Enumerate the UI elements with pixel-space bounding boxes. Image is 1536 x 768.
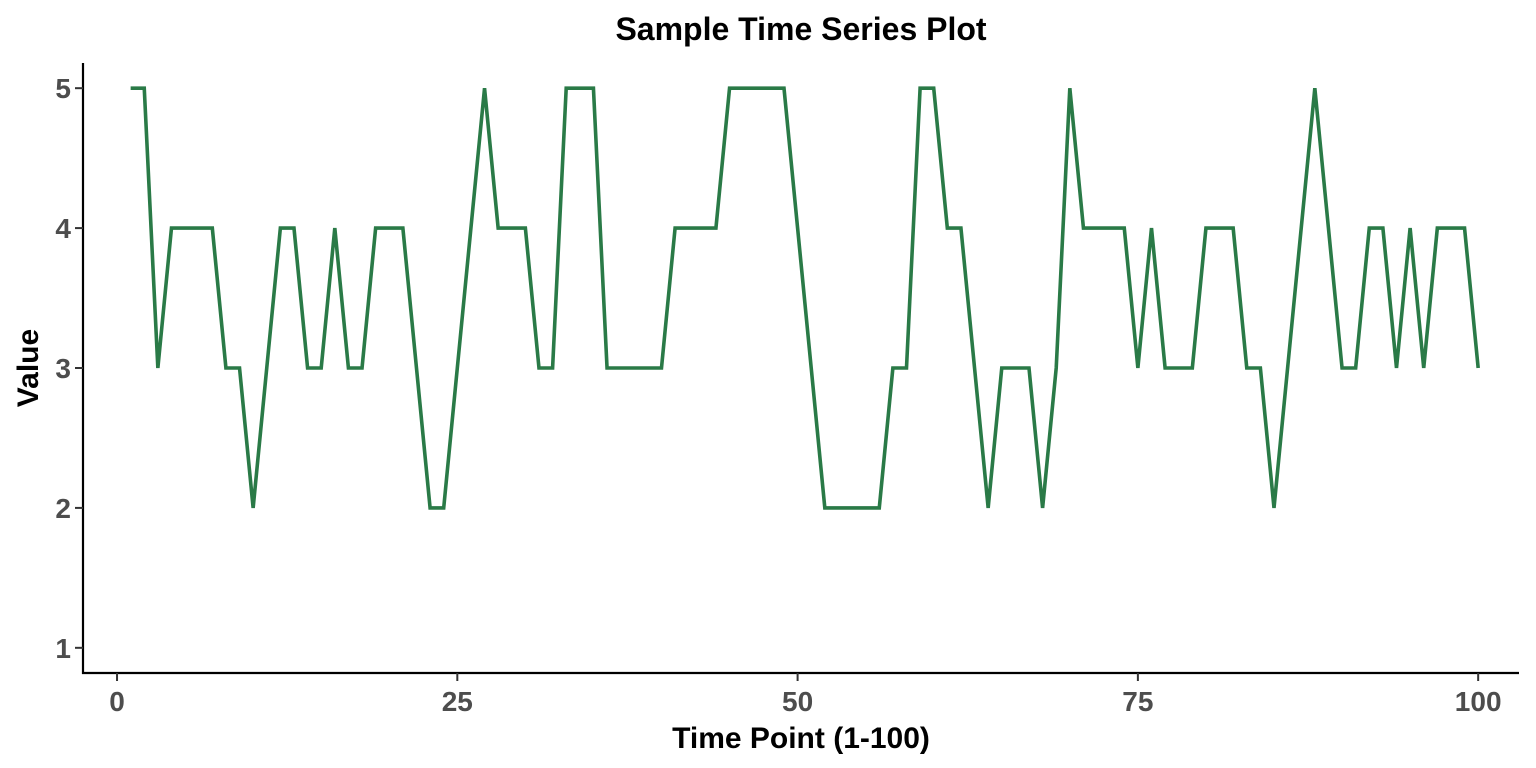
y-axis-label: Value — [12, 329, 45, 407]
chart-title: Sample Time Series Plot — [615, 11, 986, 47]
axes — [81, 63, 1519, 675]
series-line — [130, 86, 1480, 510]
x-tick-label: 75 — [1122, 686, 1153, 717]
y-tick-label: 4 — [55, 213, 71, 244]
ticks: 0 25 50 75 100 1 2 3 4 5 — [55, 73, 1501, 717]
y-tick-label: 2 — [55, 493, 71, 524]
x-tick-label: 50 — [782, 686, 813, 717]
y-tick-label: 5 — [55, 73, 71, 104]
x-tick-label: 25 — [442, 686, 473, 717]
series-layer — [130, 86, 1480, 510]
x-tick-label: 100 — [1455, 686, 1502, 717]
x-tick-label: 0 — [109, 686, 125, 717]
x-axis-label: Time Point (1-100) — [672, 722, 930, 755]
y-tick-label: 1 — [55, 633, 71, 664]
y-tick-label: 3 — [55, 353, 71, 384]
